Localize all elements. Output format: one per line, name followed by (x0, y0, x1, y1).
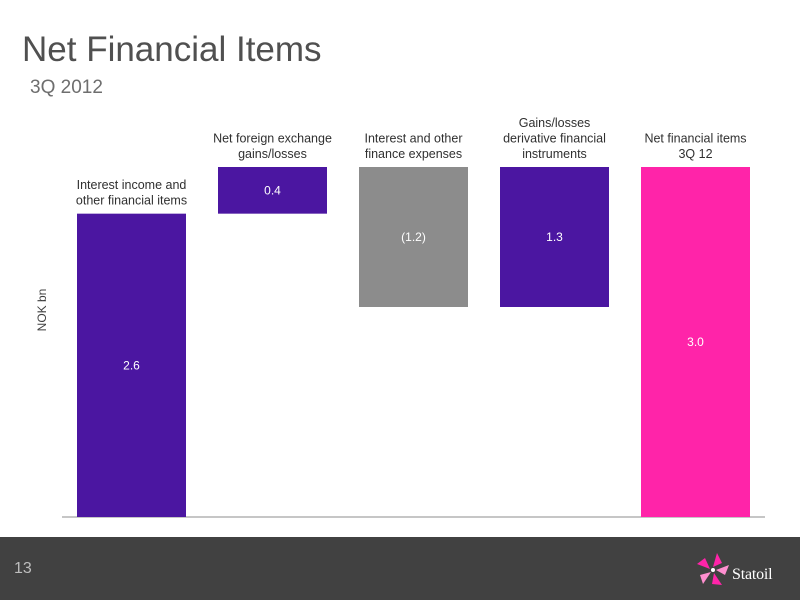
category-label-5: Net financial items 3Q 12 (644, 132, 746, 162)
bar-2 (218, 167, 327, 214)
waterfall-chart: NOK bn 2.6 Interest income and other financ… (35, 116, 765, 518)
bar-3 (359, 167, 468, 307)
category-label-1: Interest income and other financial items (76, 178, 187, 208)
bar-value-label-5: 3.0 (687, 335, 704, 349)
page-subtitle: 3Q 2012 (30, 77, 103, 98)
bar-value-label-2: 0.4 (264, 183, 281, 197)
logo-text: Statoil (732, 566, 773, 583)
footer-bar: 13 (0, 537, 800, 600)
page-number: 13 (14, 560, 32, 577)
page-title: Net Financial Items (22, 30, 322, 69)
y-axis-label: NOK bn (35, 289, 49, 332)
bar-5 (641, 167, 750, 517)
category-label-2: Net foreign exchange gains/losses (213, 132, 332, 162)
category-label-3: Interest and other finance expenses (365, 132, 463, 162)
bar-1 (77, 213, 186, 517)
bar-value-label-4: 1.3 (546, 230, 563, 244)
bar-4 (500, 167, 609, 307)
statoil-logo: Statoil (695, 548, 791, 590)
category-label-4: Gains/losses derivative financial instrume… (503, 116, 606, 161)
bar-value-label-1: 2.6 (123, 358, 140, 372)
star-icon (697, 553, 729, 585)
bar-value-label-3: (1.2) (401, 230, 426, 244)
